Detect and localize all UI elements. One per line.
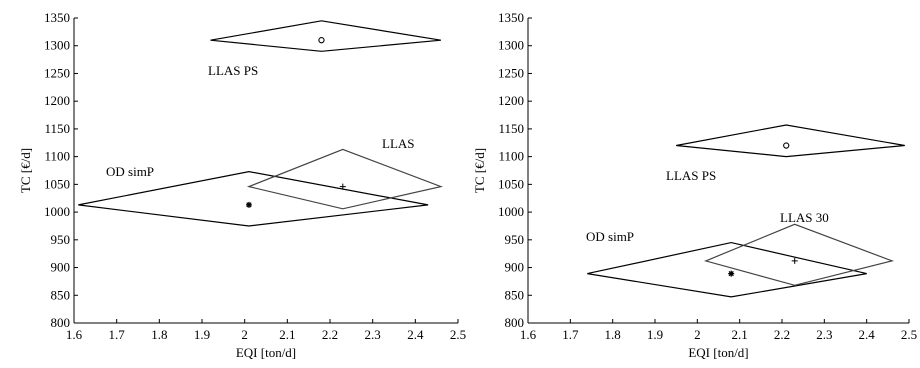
y-tick-label: 1050 (44, 176, 70, 191)
x-tick-label: 1.9 (647, 327, 663, 342)
y-tick-label: 1200 (44, 93, 70, 108)
y-tick-label: 1150 (44, 121, 70, 136)
x-tick-label: 2.1 (732, 327, 748, 342)
series-annotation: LLAS PS (208, 63, 258, 78)
y-axis-label: TC [€/d] (18, 148, 33, 193)
y-tick-label: 800 (51, 315, 71, 330)
chart-right: 1.6 1.7 1.8 1.9 2 2.1 2.2 2.3 2.4 2.5 800 850 900 950… (472, 10, 917, 360)
y-tick-label: 1000 (44, 204, 70, 219)
y-tick-label: 900 (505, 260, 525, 275)
star-marker (728, 270, 735, 277)
x-tick-label: 2.5 (901, 327, 917, 342)
diamond-region (587, 241, 867, 298)
y-tick-label: 850 (51, 287, 71, 302)
x-tick-label: 2.4 (859, 327, 876, 342)
series-annotation: OD simP (586, 229, 634, 244)
diamond-region (78, 170, 429, 227)
y-tick-label: 1050 (498, 176, 524, 191)
y-tick-label: 950 (51, 232, 71, 247)
y-tick-label: 800 (505, 315, 525, 330)
x-tick-label: 2.2 (774, 327, 790, 342)
y-tick-label: 1150 (498, 121, 524, 136)
x-tick-label: 2.4 (407, 327, 424, 342)
x-tick-label: 1.8 (605, 327, 621, 342)
plus-marker (791, 257, 798, 264)
x-tick-label: 1.6 (66, 327, 83, 342)
y-tick-label: 850 (505, 287, 525, 302)
x-tick-label: 1.9 (194, 327, 210, 342)
diamond-region (246, 148, 443, 210)
x-tick-label: 2.1 (279, 327, 295, 342)
y-tick-label: 1000 (498, 204, 524, 219)
x-tick-label: 1.7 (109, 327, 126, 342)
y-tick-label: 1100 (498, 149, 524, 164)
series-annotation: OD simP (106, 164, 154, 179)
circle-marker (783, 142, 790, 149)
y-tick-label: 1350 (44, 10, 70, 25)
x-tick-label: 2.3 (365, 327, 381, 342)
x-axis-label: EQI [ton/d] (236, 345, 296, 360)
x-tick-label: 2.3 (816, 327, 832, 342)
y-tick-label: 1200 (498, 93, 524, 108)
x-tick-label: 2 (241, 327, 248, 342)
x-tick-label: 1.7 (562, 327, 579, 342)
x-tick-label: 2.2 (322, 327, 338, 342)
y-tick-label: 1350 (498, 10, 524, 25)
x-tick-label: 2 (694, 327, 701, 342)
x-tick-label: 1.6 (520, 327, 537, 342)
star-marker (245, 201, 252, 208)
y-tick-label: 950 (505, 232, 525, 247)
y-axis-label: TC [€/d] (472, 148, 487, 193)
chart-left: 1.6 1.7 1.8 1.9 2 2.1 2.2 2.3 2.4 2.5 800 850 900 950… (18, 10, 466, 360)
y-tick-label: 900 (51, 260, 71, 275)
y-tick-label: 1300 (498, 38, 524, 53)
y-tick-label: 1300 (44, 38, 70, 53)
diamond-region (676, 124, 905, 158)
series-annotation: LLAS PS (666, 168, 716, 183)
x-tick-label: 1.8 (151, 327, 167, 342)
series-annotation: LLAS 30 (780, 210, 829, 225)
plus-marker (339, 183, 346, 190)
circle-marker (318, 37, 325, 44)
diamond-region (703, 223, 895, 286)
y-tick-label: 1100 (44, 149, 70, 164)
x-tick-label: 2.5 (450, 327, 466, 342)
series-annotation: LLAS (382, 136, 415, 151)
x-axis-label: EQI [ton/d] (688, 345, 748, 360)
diamond-region (210, 20, 441, 52)
y-tick-label: 1250 (44, 65, 70, 80)
y-tick-label: 1250 (498, 65, 524, 80)
